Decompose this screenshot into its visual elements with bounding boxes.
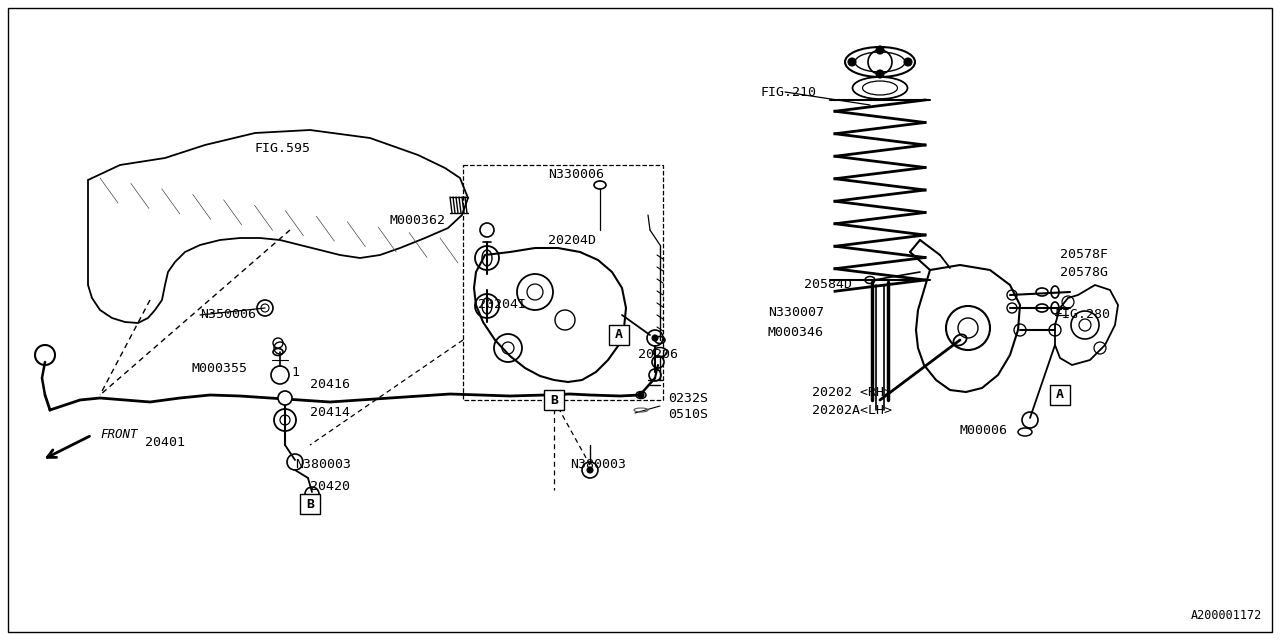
Circle shape [588, 467, 593, 473]
Circle shape [849, 58, 856, 66]
Text: 20204I: 20204I [477, 298, 526, 312]
Text: A200001172: A200001172 [1190, 609, 1262, 622]
Text: A: A [614, 328, 623, 342]
Text: 20416: 20416 [310, 378, 349, 392]
Text: M000346: M000346 [768, 326, 824, 339]
Text: M000362: M000362 [390, 214, 445, 227]
Text: N350006: N350006 [200, 308, 256, 321]
Text: N380003: N380003 [570, 458, 626, 472]
Text: N330006: N330006 [548, 168, 604, 182]
Text: N330007: N330007 [768, 307, 824, 319]
Text: 20578G: 20578G [1060, 266, 1108, 278]
Text: 20420: 20420 [310, 481, 349, 493]
Circle shape [876, 46, 884, 54]
FancyBboxPatch shape [609, 325, 628, 345]
Text: B: B [306, 497, 314, 511]
Text: 20401: 20401 [145, 435, 186, 449]
Circle shape [904, 58, 911, 66]
Text: 0510S: 0510S [668, 408, 708, 420]
Text: A: A [1056, 388, 1064, 401]
Text: FIG.280: FIG.280 [1055, 308, 1111, 321]
Circle shape [278, 391, 292, 405]
Text: 20414: 20414 [310, 406, 349, 419]
FancyBboxPatch shape [300, 494, 320, 514]
Text: 20202 <RH>: 20202 <RH> [812, 387, 892, 399]
Text: 20204D: 20204D [548, 234, 596, 246]
Text: 1: 1 [291, 365, 300, 378]
Text: M00006: M00006 [960, 424, 1009, 436]
Text: 20578F: 20578F [1060, 248, 1108, 262]
Text: FRONT: FRONT [100, 429, 137, 442]
Text: N380003: N380003 [294, 458, 351, 472]
Text: 20202A<LH>: 20202A<LH> [812, 403, 892, 417]
Circle shape [876, 70, 884, 78]
Bar [463, 165, 663, 400]
Text: M000355: M000355 [192, 362, 248, 374]
FancyBboxPatch shape [1050, 385, 1070, 405]
Text: FIG.595: FIG.595 [255, 141, 311, 154]
FancyBboxPatch shape [544, 390, 564, 410]
Text: 20584D: 20584D [804, 278, 852, 291]
Text: 0232S: 0232S [668, 392, 708, 404]
Circle shape [637, 392, 644, 398]
Text: B: B [550, 394, 558, 406]
Text: FIG.210: FIG.210 [760, 86, 817, 99]
Circle shape [652, 335, 658, 341]
Text: 20206: 20206 [637, 349, 678, 362]
